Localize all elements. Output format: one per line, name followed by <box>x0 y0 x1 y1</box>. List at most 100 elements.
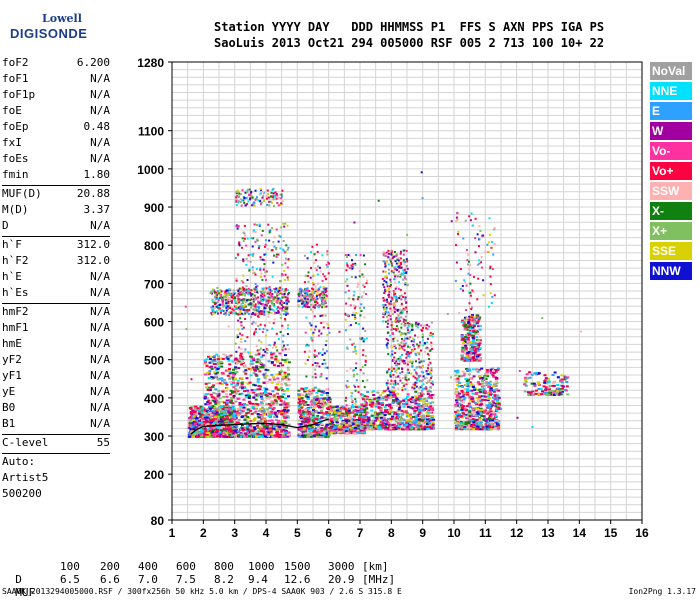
echo-point <box>251 362 255 365</box>
echo-point <box>356 424 360 427</box>
echo-point <box>244 340 247 343</box>
echo-point <box>307 295 310 298</box>
echo-point <box>207 431 211 434</box>
echo-point <box>254 410 258 413</box>
echo-point <box>244 310 247 313</box>
echo-point <box>284 431 287 434</box>
echo-point <box>300 292 303 295</box>
echo-point <box>321 291 324 294</box>
echo-point <box>204 393 208 396</box>
echo-point <box>321 416 325 419</box>
echo-point <box>211 366 215 369</box>
echo-point <box>378 394 382 397</box>
echo-point <box>286 409 290 412</box>
echo-point <box>244 432 247 435</box>
echo-point <box>236 189 239 192</box>
echo-point <box>203 397 207 400</box>
echo-point <box>333 411 337 414</box>
echo-point <box>360 338 363 341</box>
echo-point <box>223 431 226 434</box>
echo-point <box>261 287 264 290</box>
echo-point <box>396 398 400 401</box>
echo-point <box>334 413 338 416</box>
echo-point <box>233 300 236 303</box>
echo-point <box>339 423 343 426</box>
divider <box>2 434 110 435</box>
echo-point <box>252 237 255 240</box>
echo-point <box>303 350 306 353</box>
echo-point <box>222 353 226 356</box>
echo-point <box>276 296 279 299</box>
param-name: h`F2 <box>2 254 29 267</box>
echo-point <box>282 428 286 431</box>
echo-point <box>346 263 349 266</box>
echo-point <box>268 231 271 234</box>
echo-point <box>204 396 207 399</box>
echo-point <box>306 425 310 428</box>
echo-point <box>192 427 196 430</box>
echo-point <box>301 422 305 425</box>
echo-point <box>225 431 229 434</box>
echo-point <box>197 424 201 427</box>
echo-point <box>235 350 238 353</box>
echo-point <box>320 407 324 410</box>
echo-point <box>249 368 253 371</box>
echo-point <box>261 303 264 306</box>
echo-point <box>286 327 289 330</box>
echo-point <box>205 397 209 400</box>
echo-point <box>405 403 409 406</box>
echo-point <box>278 196 281 199</box>
echo-point <box>251 312 254 315</box>
echo-point <box>327 327 330 330</box>
echo-point <box>279 403 283 406</box>
echo-point <box>212 396 216 399</box>
echo-point <box>263 275 266 278</box>
echo-point <box>225 300 228 303</box>
echo-point <box>282 240 285 242</box>
echo-point <box>235 358 239 361</box>
echo-point <box>213 423 217 426</box>
echo-point <box>301 399 305 402</box>
echo-point <box>249 409 253 412</box>
echo-point <box>232 368 235 371</box>
echo-point <box>395 402 399 405</box>
echo-point <box>216 378 220 381</box>
echo-point <box>232 289 235 292</box>
param-value: N/A <box>90 305 110 318</box>
echo-point <box>238 411 242 414</box>
echo-point <box>246 411 250 414</box>
param-value: 3.37 <box>83 203 111 216</box>
echo-point <box>259 188 262 191</box>
echo-point <box>249 260 252 263</box>
echo-point <box>220 293 223 296</box>
echo-point <box>362 327 365 330</box>
echo-point <box>250 294 253 297</box>
echo-point <box>305 304 308 306</box>
echo-point <box>214 372 218 375</box>
echo-point <box>345 432 349 435</box>
echo-point <box>267 296 270 299</box>
echo-point <box>275 332 278 335</box>
echo-point <box>237 319 240 322</box>
echo-point <box>226 425 230 428</box>
echo-point <box>256 432 260 435</box>
echo-point <box>255 430 259 433</box>
echo-point <box>281 293 284 296</box>
echo-point <box>366 379 369 382</box>
echo-point <box>199 405 203 408</box>
echo-point <box>283 426 286 429</box>
param-row: foF1p N/A <box>2 88 110 104</box>
echo-point <box>282 413 286 416</box>
echo-point <box>413 412 417 415</box>
echo-point <box>328 410 332 413</box>
x-tick-label: 10 <box>447 526 461 540</box>
echo-point <box>232 292 235 295</box>
echo-point <box>360 416 363 419</box>
echo-point <box>319 270 322 273</box>
echo-point <box>260 411 264 414</box>
echo-point <box>323 275 326 278</box>
echo-point <box>193 422 197 425</box>
echo-point <box>220 432 224 435</box>
echo-point <box>301 294 304 297</box>
echo-point <box>273 296 276 299</box>
